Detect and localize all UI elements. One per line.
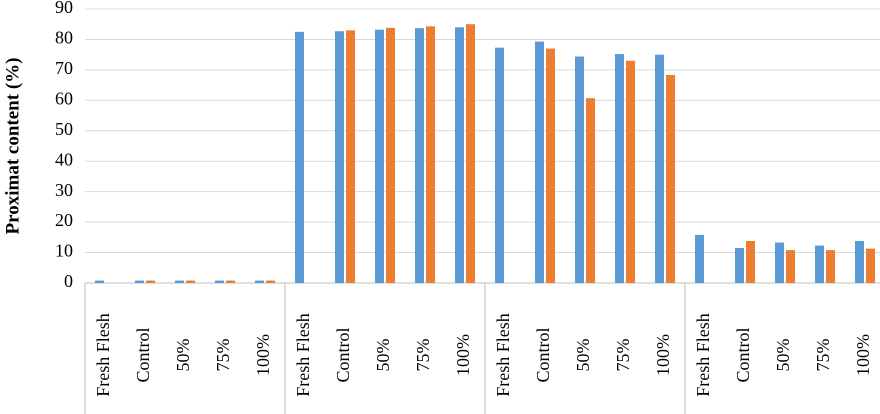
bar	[335, 31, 344, 284]
bar	[586, 98, 595, 283]
x-tick-label: 50%	[373, 339, 393, 372]
y-tick-label: 50	[55, 119, 73, 139]
x-tick-label: 50%	[573, 339, 593, 372]
x-tick-label: 100%	[653, 334, 673, 376]
bar	[426, 26, 435, 283]
bar	[95, 280, 104, 283]
bar	[146, 280, 155, 283]
bar	[866, 248, 875, 283]
bar	[386, 27, 395, 284]
x-tick-label: 50%	[173, 339, 193, 372]
x-tick-label: Fresh Flesh	[293, 313, 313, 397]
x-tick-label: 50%	[773, 339, 793, 372]
x-tick-label: 75%	[613, 339, 633, 372]
bar	[615, 54, 624, 284]
y-tick-label: 40	[55, 149, 73, 169]
bar	[855, 240, 864, 283]
bar	[546, 48, 555, 284]
y-tick-label: 30	[55, 180, 73, 200]
bar	[135, 280, 144, 283]
bar	[535, 41, 544, 283]
y-tick-label: 90	[55, 0, 73, 17]
bar	[466, 24, 475, 283]
x-tick-label: Control	[533, 327, 553, 382]
bar	[786, 250, 795, 283]
x-tick-label: Fresh Flesh	[693, 313, 713, 397]
bar	[695, 234, 704, 283]
bar	[255, 280, 264, 283]
bar	[226, 280, 235, 283]
bar	[455, 27, 464, 284]
x-tick-label: Fresh Flesh	[493, 313, 513, 397]
x-tick-label: Control	[333, 327, 353, 382]
bar	[575, 56, 584, 283]
bar	[495, 47, 504, 283]
y-axis-title: Proximat content (%)	[2, 58, 23, 235]
bar	[375, 29, 384, 283]
x-tick-label: 100%	[853, 334, 873, 376]
bar	[735, 247, 744, 283]
bar	[346, 30, 355, 283]
x-tick-label: 100%	[253, 334, 273, 376]
bar	[215, 280, 224, 283]
y-tick-label: 60	[55, 88, 73, 108]
x-tick-label: Control	[133, 327, 153, 382]
bar	[415, 28, 424, 284]
bar	[626, 60, 635, 283]
x-tick-label: 75%	[213, 339, 233, 372]
y-tick-label: 70	[55, 58, 73, 78]
bar	[175, 280, 184, 283]
bar	[815, 245, 824, 283]
bar	[666, 75, 675, 283]
x-tick-label: 75%	[813, 339, 833, 372]
x-tick-label: 75%	[413, 339, 433, 372]
bar	[826, 250, 835, 283]
bar	[186, 280, 195, 283]
bar	[266, 280, 275, 283]
bar	[775, 242, 784, 283]
bar	[295, 31, 304, 284]
y-tick-label: 10	[55, 241, 73, 261]
bar	[746, 240, 755, 283]
x-tick-label: Control	[733, 327, 753, 382]
x-tick-label: 100%	[453, 334, 473, 376]
y-tick-label: 20	[55, 210, 73, 230]
y-tick-label: 80	[55, 28, 73, 48]
bar	[655, 54, 664, 283]
y-tick-label: 0	[64, 271, 73, 291]
x-tick-label: Fresh Flesh	[93, 313, 113, 397]
